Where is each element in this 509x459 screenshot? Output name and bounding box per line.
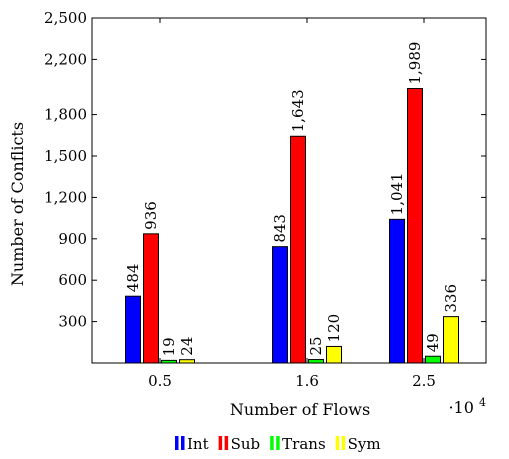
plot-frame (91, 17, 487, 364)
legend-swatch-int-b (181, 436, 185, 450)
y-tick-label: 600 (58, 271, 87, 289)
data-label: 24 (178, 337, 196, 356)
legend-swatch-sym-b (341, 436, 346, 450)
legend-label-int: Int (187, 435, 209, 453)
legend-swatch-sub (218, 436, 223, 450)
svg-text:·10 4: ·10 4 (448, 396, 486, 417)
data-label: 25 (307, 336, 325, 355)
legend-label-trans: Trans (282, 435, 325, 453)
bar-trans-1.6 (308, 359, 324, 364)
y-axis-title: Number of Conflicts (8, 122, 27, 286)
legend-label-sym: Sym (348, 435, 381, 453)
x-axis-title: Number of Flows (230, 400, 370, 419)
legend-label-sub: Sub (231, 435, 261, 453)
bar-int-0.5 (125, 295, 141, 364)
data-label: 936 (142, 201, 160, 230)
x-scale-note: ·10 4 (448, 396, 486, 417)
data-label: 19 (160, 337, 178, 356)
y-tick-label: 2,200 (44, 50, 87, 68)
data-label: 336 (442, 284, 460, 313)
x-axis-ticks: 0.5 1.6 2.5 (148, 18, 436, 390)
y-tick-label: 900 (58, 230, 87, 248)
bar-sub-2.5 (407, 88, 423, 364)
y-tick-label: 1,200 (44, 188, 87, 206)
data-label: 843 (271, 214, 289, 243)
legend-swatch-sym (335, 436, 340, 450)
y-tick-label: 2,500 (44, 9, 87, 27)
data-label: 1,041 (388, 172, 406, 215)
y-tick-label: 1,800 (44, 106, 87, 124)
x-tick-label: 0.5 (148, 372, 172, 390)
legend-swatch-sub-b (224, 436, 229, 450)
x-tick-label: 1.6 (295, 372, 319, 390)
x-tick-label: 2.5 (412, 372, 436, 390)
bar-trans-2.5 (425, 355, 441, 364)
data-label: 49 (424, 333, 442, 352)
bar-sym-2.5 (443, 316, 459, 364)
y-tick-label: 300 (58, 313, 87, 331)
x-scale-exponent: 4 (479, 396, 486, 409)
bar-int-2.5 (389, 218, 405, 364)
x-scale-base: ·10 (448, 398, 473, 417)
legend-swatch-trans-b (276, 436, 280, 450)
y-tick-label: 1,500 (44, 147, 87, 165)
legend-swatch-int (175, 436, 179, 450)
data-label: 1,989 (406, 42, 424, 85)
bar-int-1.6 (272, 246, 288, 364)
data-label: 120 (325, 314, 343, 343)
bar-sub-1.6 (290, 135, 306, 364)
data-label: 1,643 (289, 89, 307, 132)
bar-sub-0.5 (143, 233, 159, 364)
data-label: 484 (124, 264, 142, 293)
y-axis-ticks: 300 600 900 1,200 1,500 1,800 2,200 2,500 (44, 9, 486, 331)
bar-sym-1.6 (326, 345, 342, 364)
legend: Int Sub Trans Sym (175, 435, 381, 453)
data-labels-group: 484 843 1,041 936 1,643 1,989 19 25 49 24 120 336 (124, 42, 460, 357)
legend-swatch-trans (270, 436, 274, 450)
